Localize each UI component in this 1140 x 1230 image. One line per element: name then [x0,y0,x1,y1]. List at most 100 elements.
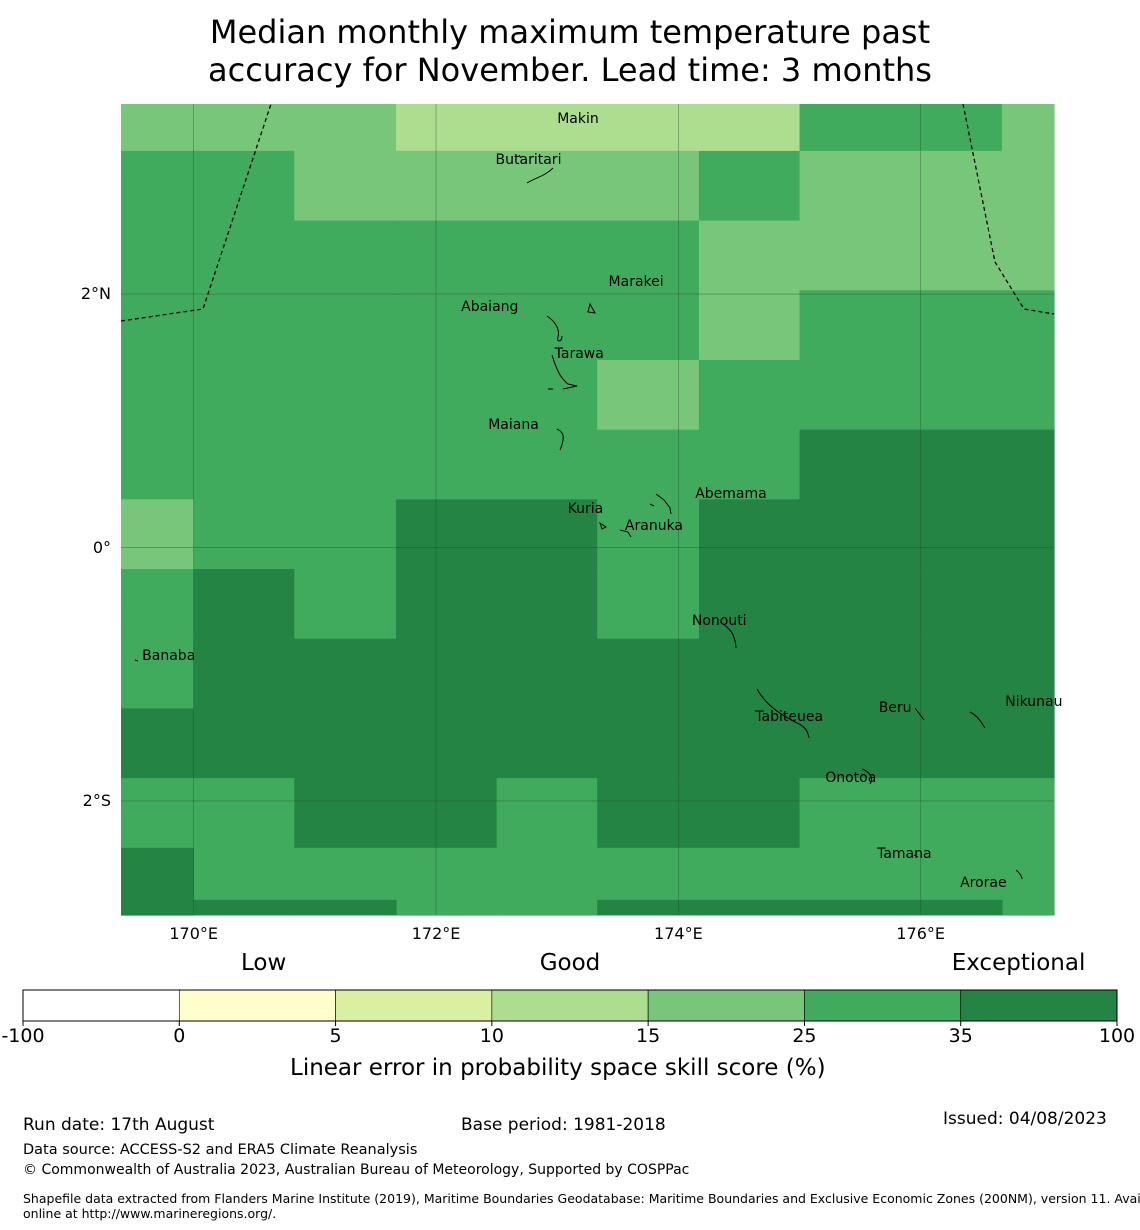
island-outline [756,688,810,739]
skill-cell [294,150,397,222]
skill-cell [496,569,598,640]
skill-cell [193,104,295,152]
colorbar-tick-label: 0 [173,1025,186,1047]
skill-cell [900,220,1003,291]
skill-cell [597,150,700,222]
skill-cell [698,708,801,779]
island-outline [619,529,632,538]
skill-cell [396,150,498,222]
skill-cell [597,778,700,849]
skill-cell [396,778,498,849]
skill-cell [900,778,1003,849]
skill-cell [698,429,801,500]
skill-cell [1001,778,1055,849]
skill-cell [496,150,598,222]
skill-cell [597,359,700,431]
skill-cell [396,220,498,291]
skill-cell [698,899,801,915]
skill-cell [698,220,801,291]
skill-cell [294,708,397,779]
skill-cell [121,220,195,291]
eez-boundary-west [120,103,272,322]
skill-cell [597,220,700,291]
skill-cell [294,290,397,361]
skill-cell [193,290,295,361]
island-label: Kuria [567,500,604,517]
skill-cell [193,899,295,915]
skill-cell [698,638,801,710]
skill-cell [294,899,397,915]
skill-cell [1001,290,1055,361]
island-label: Butaritari [495,152,562,169]
skill-cell [496,359,598,431]
island-outline [1015,869,1023,880]
skill-cell [1001,638,1055,710]
skill-cell [597,104,700,152]
skill-cell [396,569,498,640]
skill-cell [193,429,295,500]
island-outline [526,167,554,184]
island-outline [518,154,522,159]
skill-cell [396,708,498,779]
island-label: Abemama [695,485,767,502]
skill-cell [597,499,700,570]
skill-cell [597,899,700,915]
island-label: Abaiang [461,299,519,316]
skill-category-label: Exceptional [951,950,1086,976]
skill-cell [121,638,195,710]
colorbar [22,989,1118,1026]
skill-cell [121,104,195,152]
skill-cell [1001,429,1055,500]
issued-date: Issued: 04/08/2023 [943,1109,1107,1129]
skill-cell [496,104,598,152]
island-label: Marakei [608,273,664,290]
island-outline [546,315,563,342]
skill-cell [799,150,901,222]
island-label: Nonouti [691,612,747,629]
skill-cell [496,638,598,710]
skill-cell [799,499,901,570]
skill-cell [193,638,295,710]
skill-cell [799,429,901,500]
island-outline [587,302,596,314]
skill-cell [121,150,195,222]
skill-cell [900,359,1003,431]
colorbar-tick-label: 100 [1098,1025,1136,1047]
skill-cell [121,290,195,361]
skill-cell [121,778,195,849]
skill-cell [496,847,598,916]
skill-cell [799,778,901,849]
lat-tick-label: 2°S [82,790,111,810]
colorbar-segment [491,989,649,1022]
skill-cell [396,290,498,361]
skill-cell [597,569,700,640]
shapefile-credit-line-1: Shapefile data extracted from Flanders M… [23,1191,1140,1206]
colorbar-tick-label: 10 [479,1025,504,1047]
colorbar-tick-label: 35 [948,1025,973,1047]
colorbar-tick-label: 25 [792,1025,817,1047]
colorbar-segment [22,989,180,1022]
skill-cell [294,359,397,431]
lon-tick-label: 176°E [896,924,946,943]
colorbar-segment [960,989,1118,1022]
skill-cell [193,499,295,570]
skill-cell [193,708,295,779]
skill-cell [597,708,700,779]
colorbar-tick-label: 15 [636,1025,661,1047]
skill-cell [121,847,195,916]
data-source: Data source: ACCESS-S2 and ERA5 Climate … [23,1142,418,1158]
skill-cell [698,778,801,849]
skill-cell [698,359,801,431]
skill-cell [294,778,397,849]
skill-cell [396,847,498,916]
island-outline [719,621,737,649]
island-outline [134,659,139,662]
skill-cell [799,899,901,915]
skill-cell [294,569,397,640]
island-outline [655,493,672,515]
skill-cell [396,359,498,431]
skill-cell [900,150,1003,222]
skill-cell [1001,499,1055,570]
skill-cell [396,104,498,152]
skill-cell [1001,569,1055,640]
